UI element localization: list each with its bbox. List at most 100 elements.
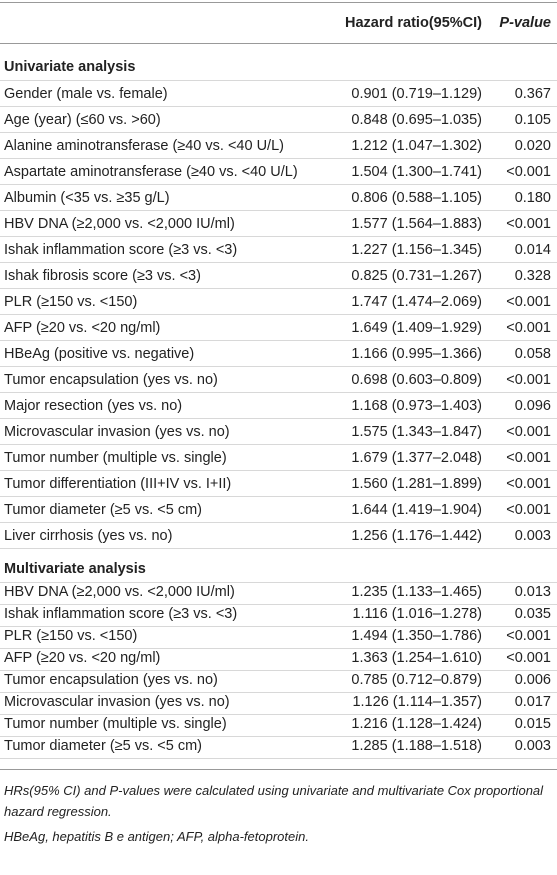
section-row: Univariate analysis <box>0 44 557 81</box>
hazard-ratio: 1.212 (1.047–1.302) <box>351 138 482 154</box>
variable: Microvascular invasion (yes vs. no) <box>4 424 230 440</box>
hazard-ratio: 1.285 (1.188–1.518) <box>351 738 482 754</box>
variable: PLR (≥150 vs. <150) <box>4 294 138 310</box>
data-row: Tumor differentiation (III+IV vs. I+II) 1… <box>0 471 557 497</box>
hazard-ratio: 1.256 (1.176–1.442) <box>351 528 482 544</box>
variable: Ishak inflammation score (≥3 vs. <3) <box>4 242 238 258</box>
hazard-ratio: 0.806 (0.588–1.105) <box>351 190 482 206</box>
variable: HBV DNA (≥2,000 vs. <2,000 IU/ml) <box>4 584 235 600</box>
variable: Liver cirrhosis (yes vs. no) <box>4 528 173 544</box>
data-row: HBV DNA (≥2,000 vs. <2,000 IU/ml) 1.577 (… <box>0 211 557 237</box>
footnote: HRs(95% CI) and P-values were calculated… <box>4 783 544 819</box>
hazard-ratio: 1.575 (1.343–1.847) <box>351 424 482 440</box>
data-row: Ishak inflammation score (≥3 vs. <3) 1.11… <box>0 605 557 627</box>
data-row: Microvascular invasion (yes vs. no) 1.126… <box>0 693 557 715</box>
data-row: Major resection (yes vs. no) 1.168 (0.973… <box>0 393 557 419</box>
data-row: Alanine aminotransferase (≥40 vs. <40 U/… <box>0 133 557 159</box>
data-row: Aspartate aminotransferase (≥40 vs. <40 … <box>0 159 557 185</box>
hazard-ratio: 1.116 (1.016–1.278) <box>352 606 482 622</box>
hazard-ratio: 1.227 (1.156–1.345) <box>351 242 482 258</box>
variable: PLR (≥150 vs. <150) <box>4 628 138 644</box>
variable: Alanine aminotransferase (≥40 vs. <40 U/… <box>4 138 284 154</box>
hazard-ratio: 1.166 (0.995–1.366) <box>351 346 482 362</box>
variable: Tumor diameter (≥5 vs. <5 cm) <box>4 502 202 518</box>
p-value: 0.014 <box>514 242 551 258</box>
hazard-ratio: 1.504 (1.300–1.741) <box>351 164 482 180</box>
p-value: <0.001 <box>506 424 551 440</box>
data-row: Tumor diameter (≥5 vs. <5 cm) 1.644 (1.41… <box>0 497 557 523</box>
variable: Tumor encapsulation (yes vs. no) <box>4 372 218 388</box>
p-value: 0.015 <box>514 716 551 732</box>
p-value: 0.020 <box>514 138 551 154</box>
data-row: Age (year) (≤60 vs. >60) 0.848 (0.695–1.0… <box>0 107 557 133</box>
p-value: 0.367 <box>514 86 551 102</box>
header-row: Hazard ratio(95%CI) P-value <box>0 2 557 44</box>
variable: Age (year) (≤60 vs. >60) <box>4 112 161 128</box>
variable: Gender (male vs. female) <box>4 86 168 102</box>
hazard-ratio: 1.679 (1.377–2.048) <box>351 450 482 466</box>
variable: AFP (≥20 vs. <20 ng/ml) <box>4 650 161 666</box>
p-value: 0.006 <box>514 672 551 688</box>
hazard-ratio: 1.494 (1.350–1.786) <box>351 628 482 644</box>
data-row: HBeAg (positive vs. negative) 1.166 (0.99… <box>0 341 557 367</box>
hazard-ratio: 0.848 (0.695–1.035) <box>351 112 482 128</box>
hazard-ratio: 1.126 (1.114–1.357) <box>352 694 482 710</box>
variable: Tumor diameter (≥5 vs. <5 cm) <box>4 738 202 754</box>
p-value: <0.001 <box>506 164 551 180</box>
data-row: Ishak inflammation score (≥3 vs. <3) 1.22… <box>0 237 557 263</box>
hazard-ratio: 1.560 (1.281–1.899) <box>351 476 482 492</box>
p-value: <0.001 <box>506 502 551 518</box>
variable: Ishak inflammation score (≥3 vs. <3) <box>4 606 238 622</box>
data-row: Tumor encapsulation (yes vs. no) 0.698 (0… <box>0 367 557 393</box>
data-row: Tumor diameter (≥5 vs. <5 cm) 1.285 (1.18… <box>0 737 557 759</box>
section-title: Univariate analysis <box>4 59 136 75</box>
variable: Tumor number (multiple vs. single) <box>4 716 227 732</box>
data-row: Tumor number (multiple vs. single) 1.216 … <box>0 715 557 737</box>
hazard-ratio: 0.698 (0.603–0.809) <box>351 372 482 388</box>
hazard-ratio: 0.901 (0.719–1.129) <box>351 86 482 102</box>
p-value: 0.035 <box>514 606 551 622</box>
variable: Tumor number (multiple vs. single) <box>4 450 227 466</box>
footnote: HBeAg, hepatitis B e antigen; AFP, alpha… <box>4 829 309 844</box>
p-value: 0.096 <box>514 398 551 414</box>
data-row: AFP (≥20 vs. <20 ng/ml) 1.649 (1.409–1.92… <box>0 315 557 341</box>
variable: Tumor differentiation (III+IV vs. I+II) <box>4 476 232 492</box>
header-cell: Hazard ratio(95%CI) <box>345 15 482 31</box>
hazard-ratio: 1.747 (1.474–2.069) <box>351 294 482 310</box>
p-value: <0.001 <box>506 320 551 336</box>
p-value: 0.003 <box>514 528 551 544</box>
p-value: 0.013 <box>514 584 551 600</box>
data-row: Gender (male vs. female) 0.901 (0.719–1.1… <box>0 81 557 107</box>
variable: Major resection (yes vs. no) <box>4 398 183 414</box>
data-row: Ishak fibrosis score (≥3 vs. <3) 0.825 (0… <box>0 263 557 289</box>
p-value: 0.003 <box>514 738 551 754</box>
p-value: <0.001 <box>506 294 551 310</box>
hazard-ratio: 1.168 (0.973–1.403) <box>351 398 482 414</box>
p-value: <0.001 <box>506 450 551 466</box>
hazard-ratio: 1.649 (1.409–1.929) <box>351 320 482 336</box>
variable: Albumin (<35 vs. ≥35 g/L) <box>4 190 170 206</box>
section-title: Multivariate analysis <box>4 561 146 577</box>
hazard-ratio: 1.235 (1.133–1.465) <box>351 584 482 600</box>
variable: Aspartate aminotransferase (≥40 vs. <40 … <box>4 164 298 180</box>
hazard-ratio: 0.785 (0.712–0.879) <box>351 672 482 688</box>
hazard-ratio: 1.644 (1.419–1.904) <box>351 502 482 518</box>
p-value: <0.001 <box>506 216 551 232</box>
hazard-ratio: 0.825 (0.731–1.267) <box>351 268 482 284</box>
data-row: PLR (≥150 vs. <150) 1.494 (1.350–1.786) <0… <box>0 627 557 649</box>
hazard-ratio: 1.363 (1.254–1.610) <box>351 650 482 666</box>
p-value: 0.058 <box>514 346 551 362</box>
variable: HBeAg (positive vs. negative) <box>4 346 195 362</box>
variable: HBV DNA (≥2,000 vs. <2,000 IU/ml) <box>4 216 235 232</box>
data-row: Microvascular invasion (yes vs. no) 1.575… <box>0 419 557 445</box>
p-value: <0.001 <box>506 372 551 388</box>
header-cell: P-value <box>499 15 551 31</box>
p-value: 0.105 <box>514 112 551 128</box>
data-row: AFP (≥20 vs. <20 ng/ml) 1.363 (1.254–1.61… <box>0 649 557 671</box>
p-value: 0.180 <box>514 190 551 206</box>
p-value: 0.017 <box>514 694 551 710</box>
hazard-ratio: 1.216 (1.128–1.424) <box>351 716 482 732</box>
data-row: HBV DNA (≥2,000 vs. <2,000 IU/ml) 1.235 (… <box>0 583 557 605</box>
p-value: 0.328 <box>514 268 551 284</box>
